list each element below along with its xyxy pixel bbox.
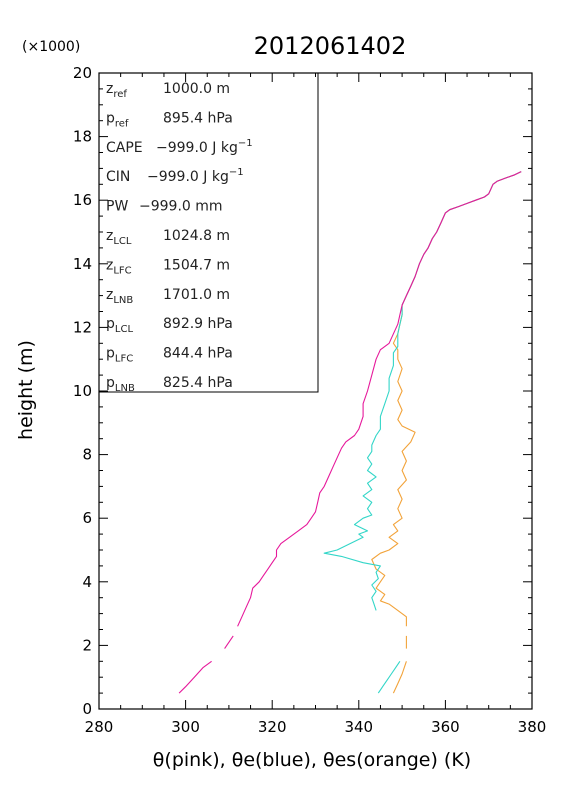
y-tick-label: 2 — [82, 636, 92, 654]
ticks-layer: 280 300 320 340 360 380 0 2 4 6 8 10 12 14 16 18 20 — [73, 64, 546, 736]
stat-row: zLCL 1024.8 m — [106, 228, 230, 247]
y-tick-label: 16 — [73, 191, 92, 209]
stat-value: 1024.8 m — [163, 228, 230, 244]
theta-line — [178, 660, 212, 694]
y-tick-label: 4 — [82, 573, 92, 591]
stat-value: 844.4 hPa — [163, 346, 233, 362]
stat-name: z — [106, 287, 113, 303]
stat-subscript: ref — [115, 118, 129, 129]
stat-row: pLNB 825.4 hPa — [106, 375, 233, 394]
x-tick-label: 280 — [85, 718, 114, 736]
stat-value: 1504.7 m — [163, 257, 230, 273]
series-layer — [178, 171, 522, 694]
stat-subscript: LNB — [113, 295, 133, 306]
y-tick-label: 20 — [73, 64, 92, 82]
theta-es-line — [371, 171, 522, 627]
stat-subscript: ref — [113, 89, 127, 100]
stat-subscript: LNB — [115, 383, 135, 394]
stat-value: 1000.0 m — [163, 81, 230, 97]
y-tick-label: 10 — [73, 382, 92, 400]
y-tick-label: 0 — [82, 700, 92, 718]
stat-value: 892.9 hPa — [163, 316, 233, 332]
theta-es-line — [392, 661, 407, 694]
stat-subscript: LCL — [113, 236, 132, 247]
stat-row: pLCL 892.9 hPa — [106, 316, 233, 335]
y-tick-label: 14 — [73, 255, 92, 273]
stat-name: PW — [106, 199, 128, 215]
stat-superscript: −1 — [238, 138, 253, 149]
stat-name: p — [106, 346, 115, 362]
theta-e-line — [377, 660, 401, 694]
stat-subscript: LCL — [115, 324, 134, 335]
theta-e-line — [323, 171, 522, 611]
stat-name: CIN — [106, 169, 130, 185]
x-tick-label: 320 — [258, 718, 287, 736]
stat-row: CAPE −999.0 J kg−1 — [106, 138, 253, 156]
stat-value: −999.0 J kg — [147, 169, 229, 185]
y-tick-label: 12 — [73, 318, 92, 336]
stat-row: zLFC 1504.7 m — [106, 257, 230, 276]
x-axis-title: θ(pink), θe(blue), θes(orange) (K) — [153, 749, 471, 771]
stat-name: z — [106, 81, 113, 97]
stat-name: z — [106, 257, 113, 273]
y-tick-label: 8 — [82, 446, 92, 464]
x-tick-label: 300 — [171, 718, 200, 736]
stat-row: CIN −999.0 J kg−1 — [106, 167, 244, 185]
theta-line — [224, 635, 234, 649]
stat-superscript: −1 — [229, 167, 244, 178]
y-tick-label: 6 — [82, 509, 92, 527]
stat-name: CAPE — [106, 140, 143, 156]
stat-name: p — [106, 110, 115, 126]
stat-value: −999.0 mm — [139, 199, 223, 215]
stat-name: p — [106, 316, 115, 332]
x-tick-label: 380 — [518, 718, 547, 736]
stat-value: −999.0 J kg — [156, 140, 238, 156]
y-axis-title: height (m) — [15, 340, 37, 440]
stat-row: zLNB 1701.0 m — [106, 287, 230, 306]
y-tick-label: 18 — [73, 128, 92, 146]
stat-value: 825.4 hPa — [163, 375, 233, 391]
stats-box-frame — [98, 72, 319, 393]
y-scale-note: (×1000) — [22, 39, 80, 55]
stat-row: pref 895.4 hPa — [106, 110, 233, 129]
theta-line — [237, 171, 522, 627]
stat-name: p — [106, 375, 115, 391]
stat-row: pLFC 844.4 hPa — [106, 346, 233, 365]
stat-subscript: LFC — [113, 265, 131, 276]
x-tick-label: 360 — [431, 718, 460, 736]
stat-value: 1701.0 m — [163, 287, 230, 303]
stat-row: PW −999.0 mm — [106, 199, 223, 215]
stat-subscript: LFC — [115, 354, 133, 365]
chart-title: 2012061402 — [254, 32, 407, 60]
stat-name: z — [106, 228, 113, 244]
stat-value: 895.4 hPa — [163, 110, 233, 126]
x-tick-label: 340 — [344, 718, 373, 736]
stat-row: zref 1000.0 m — [106, 81, 230, 100]
